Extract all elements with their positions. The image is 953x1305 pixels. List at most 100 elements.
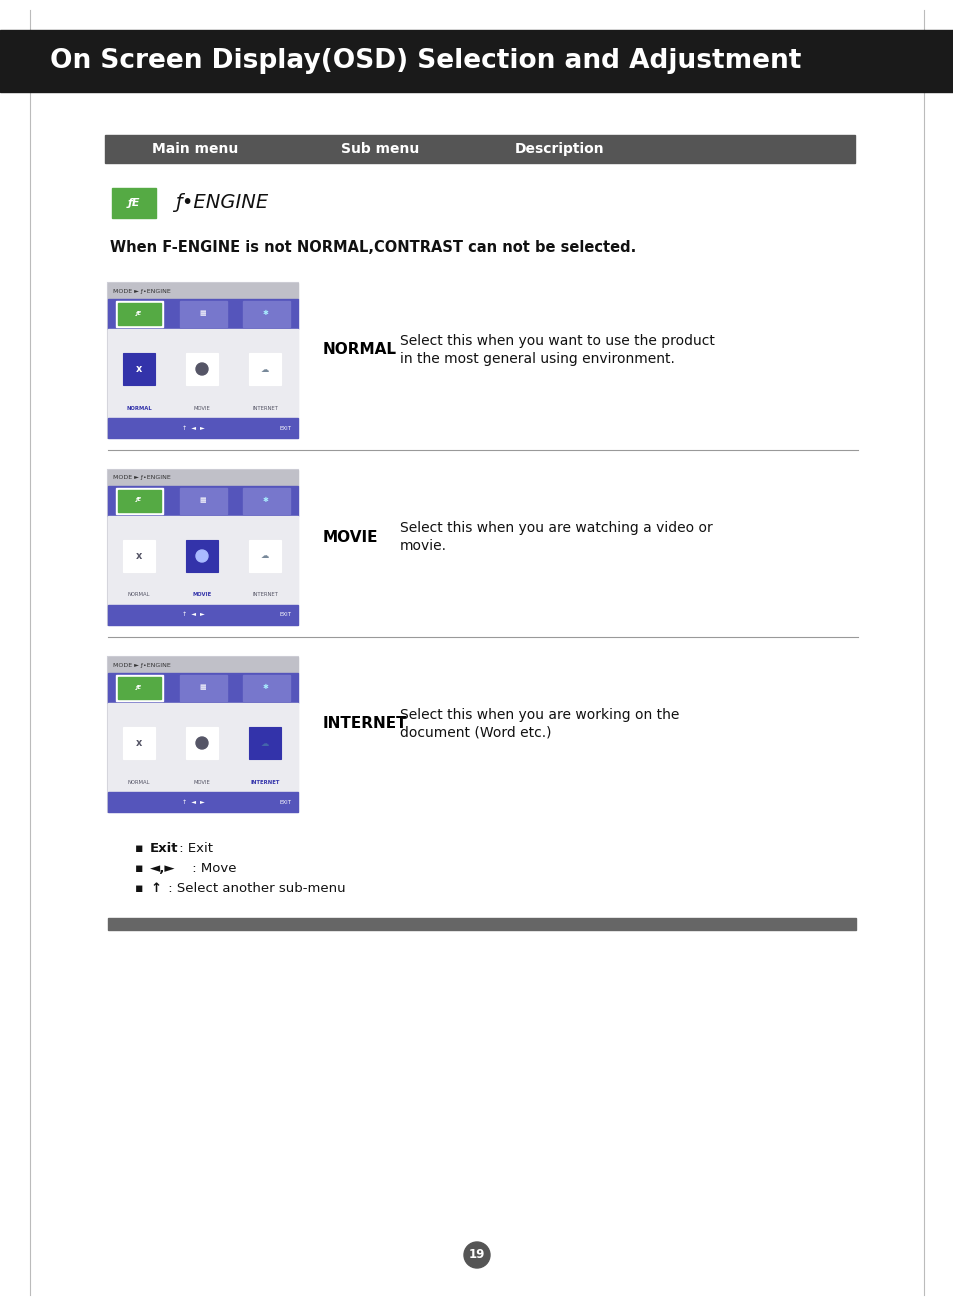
Bar [0, 30, 953, 91]
Circle shape [195, 549, 208, 562]
Bar [108, 418, 297, 438]
Text: ◄,►: ◄,► [150, 861, 175, 874]
Text: Exit: Exit [150, 842, 178, 855]
Bar [108, 703, 297, 792]
Text: x: x [135, 364, 142, 375]
Text: INTERNET: INTERNET [250, 779, 279, 784]
Bar [108, 470, 297, 485]
Text: ƒE: ƒE [135, 497, 142, 502]
Bar [180, 675, 227, 701]
Text: : Exit: : Exit [174, 842, 213, 855]
Text: ƒE: ƒE [135, 685, 142, 689]
Bar [108, 184, 160, 222]
Bar [186, 727, 218, 760]
Text: ƒE: ƒE [128, 198, 140, 207]
Text: MOVIE: MOVIE [193, 779, 211, 784]
Bar [186, 540, 218, 572]
Bar [108, 917, 855, 930]
Text: ↑: ↑ [150, 881, 161, 894]
Text: NORMAL: NORMAL [323, 342, 396, 358]
Text: ▪: ▪ [135, 861, 143, 874]
Text: ✱: ✱ [263, 684, 269, 690]
Text: NORMAL: NORMAL [128, 779, 150, 784]
Text: ▦: ▦ [199, 497, 206, 502]
Bar [123, 540, 154, 572]
Bar [118, 677, 161, 699]
Bar [180, 488, 227, 514]
Text: Select this when you are watching a video or: Select this when you are watching a vide… [399, 521, 712, 535]
Text: INTERNET: INTERNET [252, 592, 277, 598]
Text: EXIT: EXIT [280, 800, 292, 804]
Bar [108, 485, 297, 515]
Bar [108, 470, 297, 625]
Text: ▦: ▦ [199, 684, 206, 690]
Text: NORMAL: NORMAL [126, 406, 152, 411]
Bar [108, 515, 297, 606]
Bar [118, 489, 161, 512]
Text: MOVIE: MOVIE [193, 592, 212, 598]
Text: ▪: ▪ [135, 881, 143, 894]
Text: EXIT: EXIT [280, 612, 292, 617]
Text: Select this when you are working on the: Select this when you are working on the [399, 709, 679, 722]
Bar [108, 283, 297, 438]
Bar [118, 303, 161, 325]
Bar [105, 134, 854, 163]
Bar [123, 352, 154, 385]
Text: EXIT: EXIT [280, 425, 292, 431]
Bar [249, 727, 281, 760]
Bar [116, 488, 163, 514]
Text: ▪: ▪ [135, 842, 143, 855]
Bar [186, 352, 218, 385]
Text: document (Word etc.): document (Word etc.) [399, 726, 551, 740]
Text: INTERNET: INTERNET [252, 406, 277, 411]
Text: ƒ•ENGINE: ƒ•ENGINE [174, 193, 268, 213]
Text: On Screen Display(OSD) Selection and Adjustment: On Screen Display(OSD) Selection and Adj… [50, 48, 801, 74]
Text: ☁: ☁ [260, 364, 269, 373]
Text: 19: 19 [468, 1249, 485, 1262]
Bar [108, 656, 297, 673]
Text: ƒE: ƒE [135, 311, 142, 316]
Bar [243, 301, 290, 328]
Bar [116, 301, 163, 328]
Text: x: x [135, 739, 142, 748]
Bar [108, 673, 297, 703]
Text: INTERNET: INTERNET [323, 716, 407, 732]
Text: ↑  ◄  ►: ↑ ◄ ► [181, 612, 204, 617]
Text: MODE ► ƒ•ENGINE: MODE ► ƒ•ENGINE [112, 663, 171, 667]
Text: NORMAL: NORMAL [128, 592, 150, 598]
Text: : Select another sub-menu: : Select another sub-menu [164, 881, 345, 894]
Text: Main menu: Main menu [152, 142, 238, 157]
Bar [108, 656, 297, 812]
Bar [123, 727, 154, 760]
Circle shape [195, 363, 208, 375]
Bar [112, 188, 156, 218]
Bar [249, 540, 281, 572]
Text: : Move: : Move [188, 861, 236, 874]
Text: movie.: movie. [399, 539, 447, 553]
Text: ↑  ◄  ►: ↑ ◄ ► [181, 425, 204, 431]
Text: MODE ► ƒ•ENGINE: MODE ► ƒ•ENGINE [112, 475, 171, 480]
Bar [108, 606, 297, 625]
Circle shape [195, 737, 208, 749]
Text: ▦: ▦ [199, 311, 206, 316]
Text: ☁: ☁ [260, 552, 269, 561]
Text: MOVIE: MOVIE [323, 530, 378, 544]
Text: ✱: ✱ [263, 497, 269, 502]
Circle shape [463, 1242, 490, 1268]
Text: x: x [135, 551, 142, 561]
Text: Sub menu: Sub menu [340, 142, 418, 157]
Bar [180, 301, 227, 328]
Text: MOVIE: MOVIE [193, 406, 211, 411]
Text: When F-ENGINE is not NORMAL,CONTRAST can not be selected.: When F-ENGINE is not NORMAL,CONTRAST can… [110, 240, 636, 256]
Bar [116, 675, 163, 701]
Text: Description: Description [515, 142, 604, 157]
Bar [108, 329, 297, 418]
Text: ↑  ◄  ►: ↑ ◄ ► [181, 800, 204, 804]
Text: Select this when you want to use the product: Select this when you want to use the pro… [399, 334, 714, 348]
Bar [108, 299, 297, 329]
Text: MODE ► ƒ•ENGINE: MODE ► ƒ•ENGINE [112, 288, 171, 294]
Text: in the most general using environment.: in the most general using environment. [399, 352, 674, 365]
Bar [243, 675, 290, 701]
Text: ☁: ☁ [260, 739, 269, 748]
Bar [249, 352, 281, 385]
